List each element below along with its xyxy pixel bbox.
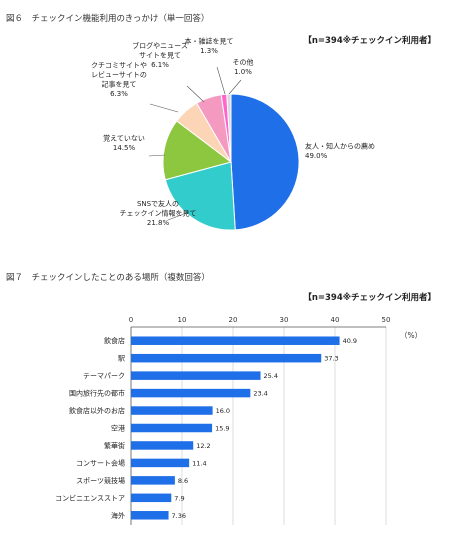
bar <box>131 476 175 485</box>
pie-slice <box>230 93 300 231</box>
slice-value-label: 6.1% <box>151 61 169 69</box>
bar-value-label: 37.3 <box>324 355 338 363</box>
leader-line <box>228 79 242 95</box>
slice-category-label: レビューサイトの <box>91 70 147 79</box>
x-tick-label: 40 <box>331 316 340 324</box>
category-label: 空港 <box>111 424 125 433</box>
bar-value-label: 12.2 <box>196 442 210 450</box>
bar <box>131 423 213 433</box>
bar <box>131 336 340 345</box>
bar-value-label: 15.9 <box>215 425 229 433</box>
bar-value-label: 8.6 <box>178 477 188 485</box>
pie-slice <box>164 161 236 231</box>
category-label: 駅 <box>118 355 125 363</box>
slice-category-label: 覚えていない <box>103 134 145 143</box>
slice-category-label: チェックイン情報を見て <box>120 209 197 218</box>
figure6-sample-note: 【n=394※チェックイン利用者】 <box>303 36 436 46</box>
bar <box>131 511 169 520</box>
category-label: 飲食店 <box>104 336 125 345</box>
bar <box>131 371 261 380</box>
slice-value-label: 1.0% <box>234 68 252 76</box>
category-label: スポーツ競技場 <box>76 476 125 485</box>
bar <box>131 493 172 503</box>
x-tick-label: 10 <box>178 316 187 324</box>
bar <box>131 388 251 398</box>
slice-category-label: その他 <box>233 58 254 67</box>
slice-value-label: 49.0% <box>305 152 328 160</box>
pie-slice <box>226 93 232 163</box>
x-tick-label: 20 <box>229 316 238 324</box>
category-label: 繁華街 <box>104 441 125 450</box>
category-label: 飲食店以外のお店 <box>69 406 125 415</box>
slice-category-label: ブログやニュース <box>132 41 188 50</box>
pie-slice <box>162 120 233 181</box>
slice-category-label: SNSで友人の <box>137 199 179 208</box>
category-label: 国内旅行先の都市 <box>69 389 125 398</box>
slice-category-label: 本・雑誌を見て <box>185 37 234 46</box>
bar-value-label: 7.36 <box>172 512 186 520</box>
bar-value-label: 11.4 <box>192 459 206 467</box>
category-label: 海外 <box>111 511 125 520</box>
bar-value-label: 7.9 <box>174 494 184 502</box>
figure6-title: 図６ チェックイン機能利用のきっかけ（単一回答） <box>6 14 210 24</box>
figure7-title: 図７ チェックインしたことのある場所（複数回答） <box>6 273 210 283</box>
x-tick-label: 50 <box>382 316 391 324</box>
x-tick-label: 30 <box>280 316 289 324</box>
bar <box>131 406 213 415</box>
slice-value-label: 14.5% <box>113 144 136 152</box>
bar <box>131 441 194 450</box>
leader-line <box>149 103 179 113</box>
category-label: コンサート会場 <box>76 458 125 467</box>
x-tick-label: 0 <box>129 316 133 324</box>
slice-category-label: 友人・知人からの薦め <box>305 142 375 151</box>
slice-value-label: 1.3% <box>200 47 218 55</box>
slice-category-label: サイトを見て <box>139 52 181 60</box>
leader-line <box>216 66 226 95</box>
axis-unit-label: （%） <box>400 331 422 340</box>
bar <box>131 353 322 363</box>
category-label: テーマパーク <box>83 372 125 380</box>
bar-value-label: 16.0 <box>216 407 230 415</box>
leader-line <box>167 211 190 221</box>
slice-value-label: 6.3% <box>110 90 128 98</box>
slice-category-label: 記事を見て <box>102 80 137 89</box>
slice-category-label: クチコミサイトや <box>91 62 147 70</box>
bar-value-label: 25.4 <box>264 372 278 380</box>
bar <box>131 458 190 468</box>
category-label: コンビニエンスストア <box>55 493 125 502</box>
figure7-sample-note: 【n=394※チェックイン利用者】 <box>303 293 436 303</box>
slice-value-label: 21.8% <box>147 219 170 227</box>
leader-line <box>186 85 205 103</box>
bar-value-label: 23.4 <box>253 390 267 398</box>
bar-value-label: 40.9 <box>343 337 357 345</box>
leader-line <box>148 154 166 157</box>
